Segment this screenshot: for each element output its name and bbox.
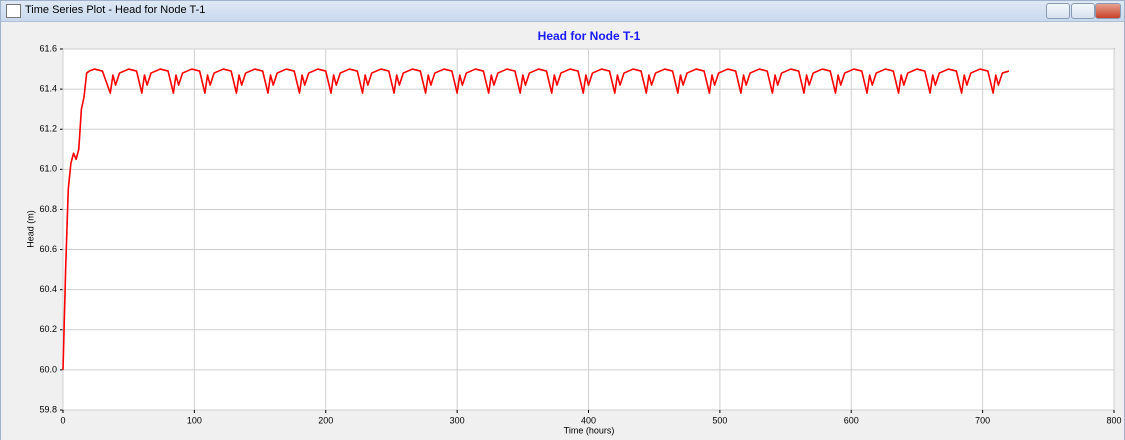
- y-tick-label: 60.0: [39, 364, 57, 374]
- x-tick-label: 500: [712, 415, 727, 425]
- data-line: [62, 68, 1010, 370]
- x-tick-label: 400: [581, 415, 596, 425]
- y-axis-label: Head (m): [25, 210, 35, 248]
- y-tick-label: 61.4: [39, 83, 57, 93]
- chart-title: Head for Node T-1: [538, 29, 641, 43]
- maximize-button[interactable]: [1071, 3, 1095, 19]
- y-tick-label: 61.0: [39, 164, 57, 174]
- y-tick-label: 60.2: [39, 324, 57, 334]
- chart: Head for Node T-1 Time (hours) Head (m) …: [1, 22, 1124, 440]
- x-tick-label: 0: [60, 415, 65, 425]
- y-tick-label: 61.2: [39, 124, 57, 134]
- x-tick-label: 100: [187, 415, 202, 425]
- minimize-button[interactable]: [1046, 3, 1070, 19]
- x-tick-label: 700: [975, 415, 990, 425]
- title-bar: Time Series Plot - Head for Node T-1: [1, 1, 1124, 22]
- x-tick-label: 200: [318, 415, 333, 425]
- y-tick-label: 61.6: [39, 43, 57, 53]
- x-tick-label: 800: [1106, 415, 1121, 425]
- x-tick-label: 300: [450, 415, 465, 425]
- x-tick-label: 600: [844, 415, 859, 425]
- close-button[interactable]: [1095, 3, 1121, 19]
- y-tick-label: 60.4: [39, 284, 57, 294]
- y-tick-label: 60.8: [39, 204, 57, 214]
- y-tick-label: 59.8: [39, 404, 57, 414]
- y-tick-label: 60.6: [39, 244, 57, 254]
- window-title: Time Series Plot - Head for Node T-1: [25, 4, 206, 16]
- x-axis-label: Time (hours): [564, 425, 615, 435]
- window-icon: [6, 4, 21, 18]
